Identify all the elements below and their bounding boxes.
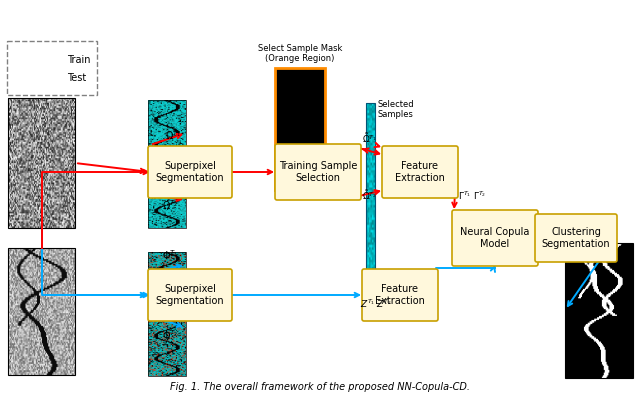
Bar (8, 248, 75, 375)
FancyBboxPatch shape (148, 146, 232, 198)
FancyBboxPatch shape (7, 41, 97, 95)
FancyBboxPatch shape (452, 210, 538, 266)
Text: Feature
Extraction: Feature Extraction (375, 284, 425, 306)
Bar (8, 98, 75, 228)
Bar (148, 170, 186, 228)
Text: Test: Test (67, 73, 86, 83)
Text: $\Phi^{T_2}$: $\Phi^{T_2}$ (162, 328, 179, 342)
Text: $\Gamma^{T_1}$ $\Gamma^{T_2}$: $\Gamma^{T_1}$ $\Gamma^{T_2}$ (458, 190, 486, 202)
Text: $\tilde{\Omega}^{T_2}$: $\tilde{\Omega}^{T_2}$ (362, 188, 377, 202)
Bar (275, 180, 325, 190)
Text: $\Omega^{T_1}$: $\Omega^{T_1}$ (165, 128, 181, 142)
FancyBboxPatch shape (362, 269, 438, 321)
Text: Superpixel
Segmentation: Superpixel Segmentation (156, 284, 224, 306)
FancyBboxPatch shape (148, 269, 232, 321)
Bar (565, 243, 633, 378)
Text: Selected
Samples: Selected Samples (377, 100, 413, 120)
Bar (148, 100, 186, 165)
Text: Select Sample Mask
(Orange Region): Select Sample Mask (Orange Region) (258, 44, 342, 63)
Text: Superpixel
Segmentation: Superpixel Segmentation (156, 161, 224, 183)
Text: Training Sample
Selection: Training Sample Selection (279, 161, 357, 183)
Text: $\Omega^{T_2}$: $\Omega^{T_2}$ (162, 198, 179, 212)
FancyBboxPatch shape (275, 144, 361, 200)
Text: $\tilde{\Omega}^{T_1}$: $\tilde{\Omega}^{T_1}$ (362, 131, 377, 145)
Bar (275, 68, 325, 190)
Bar (148, 252, 186, 314)
Bar (148, 318, 186, 376)
FancyBboxPatch shape (535, 214, 617, 262)
Text: Feature
Extraction: Feature Extraction (395, 161, 445, 183)
Text: $\Phi^{T_1}$: $\Phi^{T_1}$ (162, 248, 179, 262)
Text: $Z^{T_1}$ $Z^{T_2}$: $Z^{T_1}$ $Z^{T_2}$ (360, 298, 392, 310)
Text: Clustering
Segmentation: Clustering Segmentation (541, 227, 611, 249)
Bar (366, 103, 375, 302)
Text: Neural Copula
Model: Neural Copula Model (460, 227, 530, 249)
Text: Fig. 1. The overall framework of the proposed NN-Copula-CD.: Fig. 1. The overall framework of the pro… (170, 382, 470, 392)
FancyBboxPatch shape (382, 146, 458, 198)
Text: Train: Train (67, 55, 90, 65)
